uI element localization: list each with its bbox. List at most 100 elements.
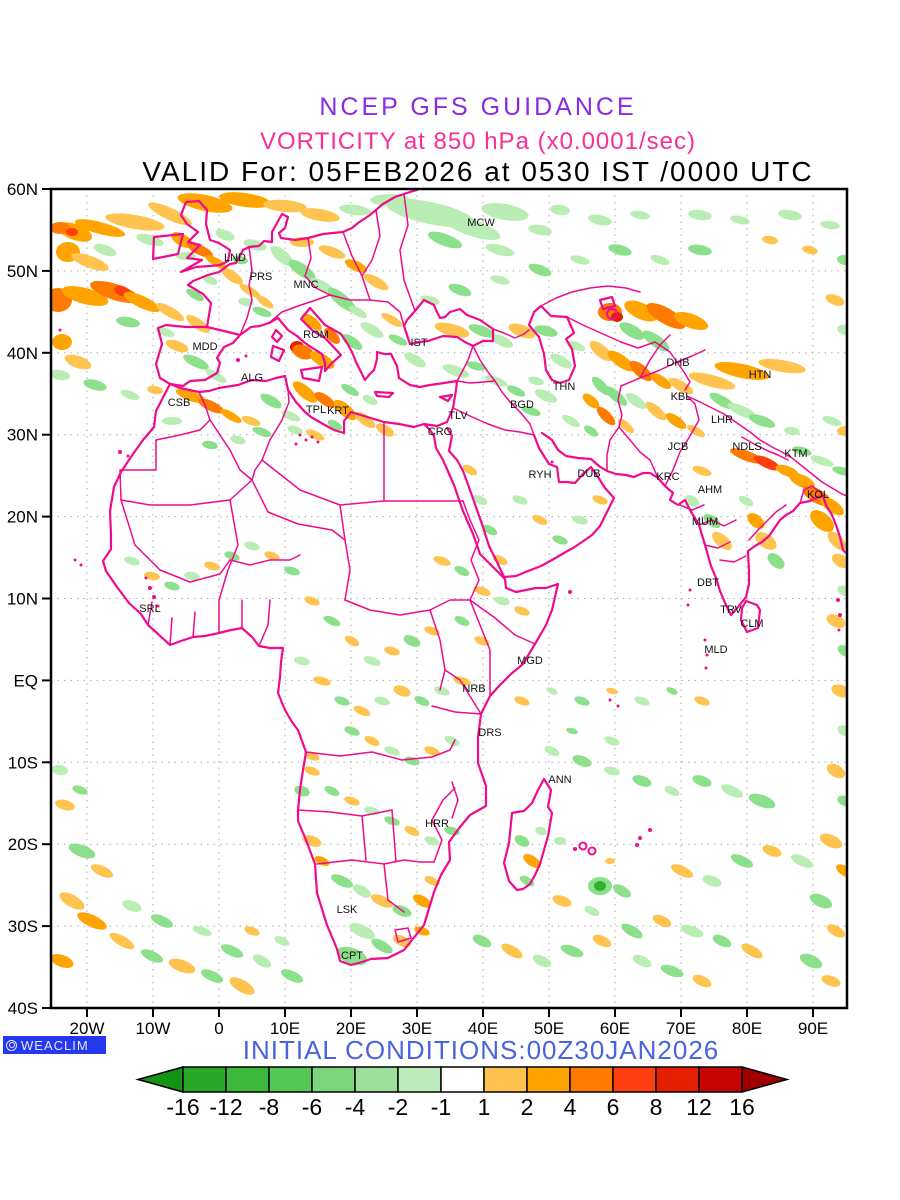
lon-tick-label: 10E: [270, 1019, 300, 1038]
vorticity-blob: [484, 375, 508, 387]
vorticity-blob: [442, 364, 470, 378]
colorbar: -16 -12 -8 -6 -4 -2 -1 1 2 4 6 8 12 16: [135, 1066, 790, 1120]
vorticity-blob: [835, 864, 847, 878]
vorticity-blob: [52, 764, 68, 776]
vorticity-blob: [124, 556, 140, 566]
vorticity-blob: [371, 938, 393, 954]
vorticity-blob: [607, 350, 635, 372]
border-path: [391, 809, 397, 863]
coastline-path: [270, 328, 284, 344]
vorticity-blob: [362, 395, 378, 405]
vorticity-blob: [570, 255, 590, 265]
vorticity-blob: [837, 254, 847, 266]
vorticity-blob: [506, 385, 526, 397]
colorbar-segment: [182, 1066, 227, 1093]
vorticity-blob: [90, 864, 114, 878]
border-path: [316, 859, 435, 865]
border-path: [698, 519, 737, 527]
coastline-path: [151, 232, 185, 261]
vorticity-blob: [822, 415, 842, 427]
vorticity-blob: [664, 786, 680, 796]
vorticity-blob: [162, 417, 182, 425]
station-label: TRV: [720, 604, 742, 616]
vorticity-blob: [344, 726, 360, 736]
vorticity-blob: [155, 326, 175, 338]
vorticity-blob: [140, 949, 164, 963]
vorticity-blob: [673, 311, 709, 331]
vorticity-blob: [370, 894, 394, 908]
island-dot: [298, 433, 302, 437]
border-path: [209, 419, 253, 481]
vorticity-blob: [528, 263, 552, 277]
station-label: KRC: [656, 471, 679, 483]
vorticity-blob: [294, 785, 310, 797]
vorticity-blob: [136, 233, 164, 247]
vorticity-blob: [588, 214, 612, 226]
lat-tick-label: 20S: [8, 835, 38, 854]
vorticity-blob: [215, 229, 235, 241]
vorticity-blob: [621, 923, 643, 939]
colorbar-tick-label: 4: [564, 1094, 577, 1120]
colorbar-tick-label: -8: [259, 1094, 279, 1120]
vorticity-blob: [566, 340, 586, 352]
logo-circle-icon: [6, 1039, 17, 1051]
vorticity-blob: [584, 425, 598, 437]
vorticity-blob: [687, 424, 705, 438]
vorticity-blob: [334, 696, 350, 706]
colorbar-tick-label: 16: [729, 1094, 755, 1120]
vorticity-blob: [462, 464, 478, 476]
colorbar-tick-label: -2: [388, 1094, 408, 1120]
vorticity-blob: [546, 687, 558, 695]
island-dot: [73, 558, 77, 562]
border-path: [429, 609, 446, 691]
vorticity-blob: [304, 596, 320, 606]
vorticity-blob: [120, 389, 140, 401]
colorbar-tick-label: -12: [209, 1094, 242, 1120]
vorticity-blob: [424, 836, 440, 846]
vorticity-blob: [424, 746, 440, 756]
vorticity-blob: [381, 313, 403, 327]
vorticity-blob: [652, 914, 672, 928]
vorticity-blob: [64, 354, 92, 370]
border-path: [431, 787, 456, 863]
vorticity-blob: [789, 472, 815, 490]
border-path: [329, 294, 405, 327]
station-label: NDLS: [732, 441, 761, 453]
vorticity-blob: [472, 934, 492, 948]
vorticity-blob: [327, 419, 343, 431]
vorticity-blob: [412, 894, 432, 908]
border-path: [239, 246, 253, 336]
lon-tick-label: 0: [214, 1019, 223, 1038]
lat-tick-label: 10N: [7, 590, 38, 609]
colorbar-tick-label: -6: [302, 1094, 322, 1120]
title-valid: VALID For: 05FEB2026 at 0530 IST /0000 U…: [142, 156, 814, 187]
vorticity-blob: [384, 746, 400, 756]
vorticity-blob: [404, 756, 420, 766]
vorticity-blob: [790, 854, 814, 868]
coastline-path: [527, 304, 577, 385]
vorticity-blob: [468, 324, 496, 338]
vorticity-blob: [692, 974, 712, 988]
vorticity-blob: [755, 532, 777, 550]
weaclim-logo: WEACLIM: [3, 1036, 106, 1054]
vorticity-blob: [608, 244, 632, 256]
vorticity-blob: [514, 606, 530, 616]
station-label: HRR: [425, 818, 449, 830]
station-label: LND: [224, 252, 246, 264]
border-path: [251, 479, 346, 541]
colorbar-segment: [483, 1066, 528, 1093]
station-label: ANN: [548, 774, 571, 786]
vorticity-blob: [287, 425, 303, 435]
station-label: MDD: [192, 341, 217, 353]
vorticity-blob: [837, 585, 847, 597]
coastline-path: [739, 599, 762, 634]
vorticity-blob: [260, 393, 282, 409]
vorticity-blob: [52, 334, 72, 350]
border-path: [704, 541, 731, 549]
coastline-path: [402, 298, 495, 348]
border-path: [639, 334, 671, 379]
vorticity-blob: [831, 684, 847, 698]
station-label: CPT: [341, 950, 363, 962]
vorticity-blob: [604, 386, 628, 406]
vorticity-blob: [534, 389, 558, 403]
